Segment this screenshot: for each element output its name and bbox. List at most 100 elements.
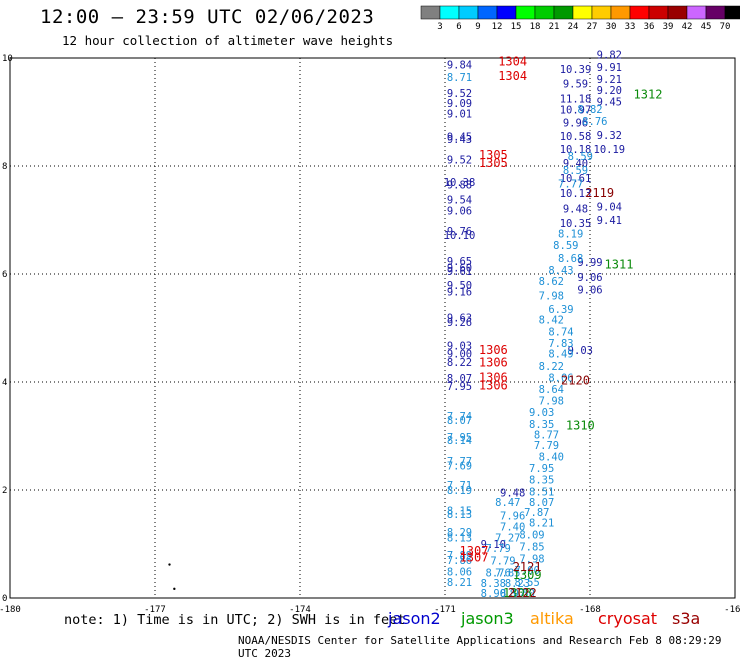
data-label: 11.18 — [560, 93, 592, 105]
data-label: 8.15 — [447, 505, 472, 517]
data-label: 7.86 — [447, 555, 472, 567]
data-label: 9.20 — [597, 85, 622, 97]
data-label: 8.97 — [500, 588, 525, 600]
data-label: 7.87 — [524, 507, 549, 519]
y-tick-label: 0 — [2, 594, 7, 604]
data-label: 9.63 — [447, 313, 472, 325]
data-label: 7.98 — [539, 396, 564, 408]
data-label: 9.03 — [568, 345, 593, 357]
data-label: 9.04 — [597, 201, 622, 213]
data-label: 8.59 — [563, 165, 588, 177]
data-label: 1312 — [634, 88, 663, 102]
data-label: 1306 — [479, 379, 508, 393]
data-label: 7.79 — [486, 543, 511, 555]
data-label: 7.40 — [500, 522, 525, 534]
data-label: 8.21 — [529, 518, 554, 530]
colorbar-cell — [439, 5, 460, 20]
data-label: 1306 — [479, 370, 508, 384]
y-tick-label: 6 — [2, 270, 7, 280]
data-label: 10.39 — [560, 64, 592, 76]
colorbar-label: 9 — [475, 22, 480, 32]
colorbar-cell — [724, 5, 740, 20]
data-label: 1309 — [513, 568, 542, 582]
data-label: 10.61 — [560, 173, 592, 185]
data-label: 7.77 — [558, 179, 583, 191]
data-label: 8.19 — [447, 485, 472, 497]
data-label: 8.29 — [447, 527, 472, 539]
data-label: 9.41 — [597, 215, 622, 227]
data-label: 7.98 — [539, 290, 564, 302]
data-label: 9.88 — [447, 180, 472, 192]
data-label: 10.18 — [560, 144, 592, 156]
data-label: 8.50 — [510, 588, 535, 600]
data-label: 9.06 — [577, 272, 602, 284]
x-tick-label: -180 — [0, 605, 21, 615]
data-label: 8.51 — [529, 486, 554, 498]
data-label: 10.13 — [560, 188, 592, 200]
colorbar-cell — [534, 5, 555, 20]
colorbar-label: 12 — [492, 22, 503, 32]
data-label: 8.47 — [495, 497, 520, 509]
data-label: 10.19 — [594, 144, 626, 156]
data-label: 1307 — [460, 550, 489, 564]
data-label: 7.89 — [447, 550, 472, 562]
data-label: 8.14 — [447, 435, 472, 447]
chart-title: 12:00 – 23:59 UTC 02/06/2023 — [40, 6, 375, 28]
chart-subtitle: 12 hour collection of altimeter wave hei… — [62, 33, 394, 48]
data-label: 8.35 — [529, 419, 554, 431]
data-label: 1304 — [498, 55, 527, 69]
data-label: 8.07 — [529, 497, 554, 509]
data-label: 9.61 — [447, 266, 472, 278]
data-label: 8.76 — [582, 116, 607, 128]
data-label: 9.50 — [447, 280, 472, 292]
data-label: 8.19 — [558, 228, 583, 240]
data-label: 9.43 — [447, 134, 472, 146]
data-label: 9.21 — [597, 74, 622, 86]
data-label: 8.82 — [577, 104, 602, 116]
data-label: 9.06 — [447, 206, 472, 218]
data-label: 7.95 — [447, 381, 472, 393]
legend-s3a: s3a — [672, 609, 701, 628]
data-label: 8.76 — [486, 567, 511, 579]
data-label: 9.99 — [577, 257, 602, 269]
data-label: 8.64 — [539, 384, 564, 396]
data-label: 9.52 — [447, 88, 472, 100]
data-label: 9.82 — [597, 50, 622, 62]
colorbar-label: 15 — [511, 22, 522, 32]
data-label: 1305 — [479, 148, 508, 162]
colorbar-label: 18 — [530, 22, 541, 32]
data-label: 1307 — [460, 544, 489, 558]
data-label: 6.39 — [548, 304, 573, 316]
data-label: 8.71 — [447, 72, 472, 84]
colorbar-label: 30 — [606, 22, 617, 32]
data-label: 2119 — [585, 186, 614, 200]
colorbar-cell — [477, 5, 498, 20]
data-label: 1311 — [605, 258, 634, 272]
data-label: 8.23 — [505, 578, 530, 590]
data-label: 9.45 — [597, 97, 622, 109]
data-label: 9.16 — [447, 287, 472, 299]
colorbar-label: 39 — [663, 22, 674, 32]
data-point — [168, 563, 171, 566]
colorbar-label: 36 — [644, 22, 655, 32]
colorbar-label: 45 — [701, 22, 712, 32]
data-label: 9.01 — [447, 108, 472, 120]
colorbar-cell — [496, 5, 517, 20]
data-label: 10.97 — [560, 105, 592, 117]
data-label: 9.84 — [447, 59, 472, 71]
data-label: 9.09 — [447, 98, 472, 110]
x-tick-label: -168 — [579, 605, 601, 615]
colorbar-cell — [572, 5, 593, 20]
data-label: 9.06 — [577, 284, 602, 296]
data-label: 9.00 — [447, 349, 472, 361]
data-label: 1306 — [479, 343, 508, 357]
colorbar-label: 70 — [720, 22, 731, 32]
legend-cryosat: cryosat — [598, 609, 658, 628]
footer-note: note: 1) Time is in UTC; 2) SWH is in fe… — [64, 612, 406, 628]
colorbar-cell — [553, 5, 574, 20]
y-tick-label: 10 — [2, 54, 13, 64]
data-label: 8.38 — [481, 578, 506, 590]
data-label: 7.71 — [447, 480, 472, 492]
data-label: 8.74 — [548, 327, 573, 339]
x-tick-label: -165 — [724, 605, 740, 615]
